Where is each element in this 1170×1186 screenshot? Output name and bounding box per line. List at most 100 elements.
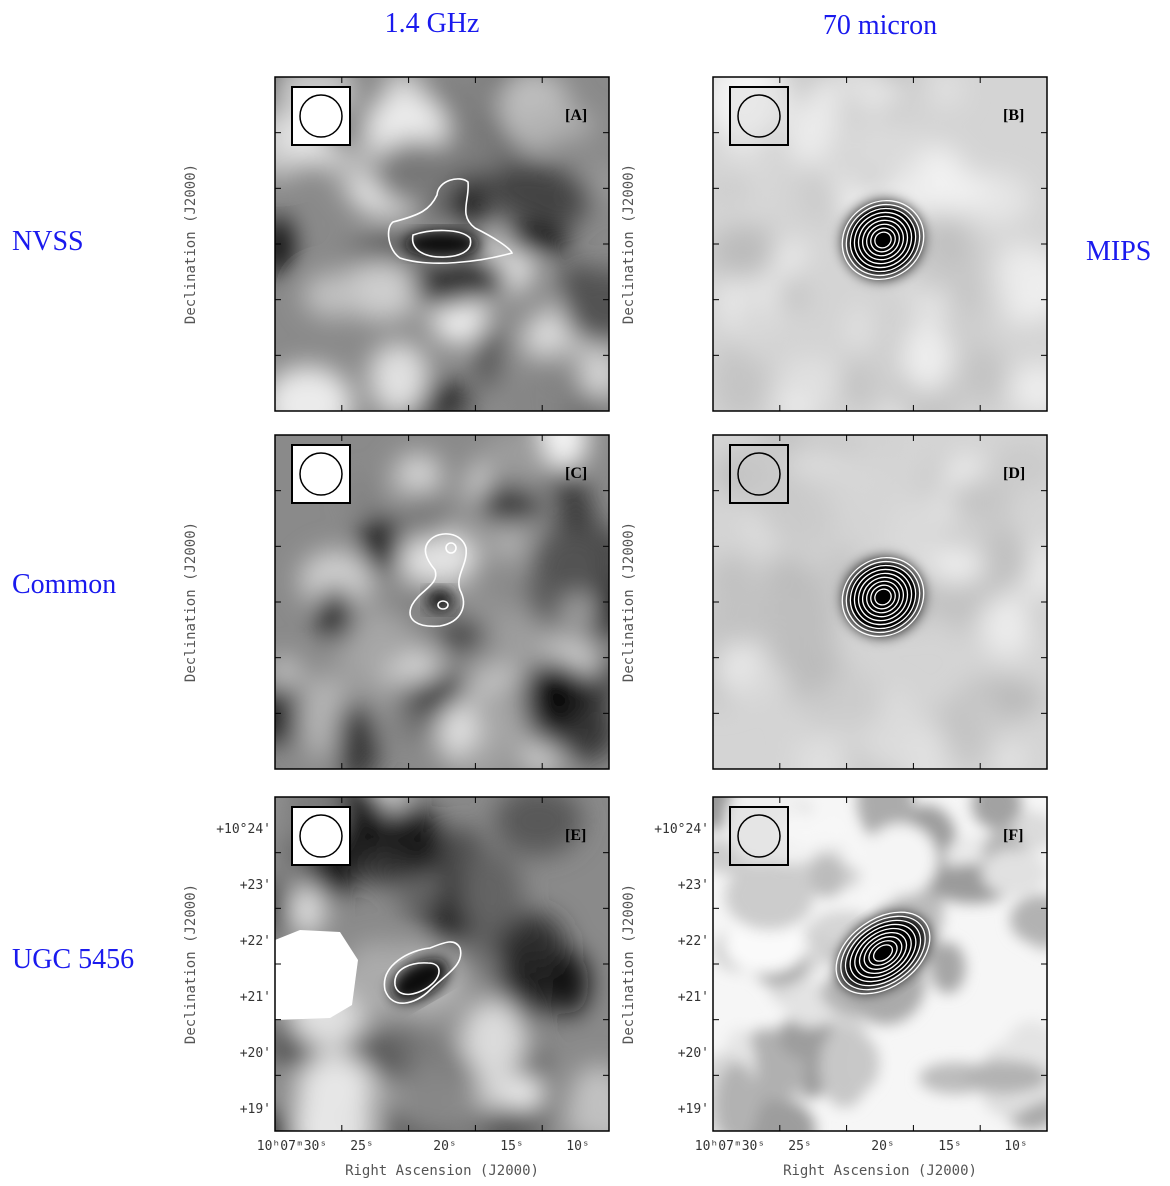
noise [713,797,1047,1131]
y-tick-label: +23' [678,878,709,893]
noise [275,77,609,411]
y-tick-label: +21' [678,990,709,1005]
y-tick-label: +23' [240,878,271,893]
y-tick-label: +20' [678,1046,709,1061]
beam-box [291,444,351,504]
blob [903,722,950,769]
blob [275,215,294,277]
beam-box [291,86,351,146]
beam [299,814,343,858]
blob [521,658,589,731]
row-label: UGC 5456 [12,944,134,975]
blob [394,527,480,586]
panel-label: [A] [565,107,587,124]
contour [845,203,921,277]
contour [853,211,913,269]
blob [863,331,900,411]
contour [849,564,917,630]
x-tick-label: 10ʰ07ᵐ30ˢ [695,1139,765,1154]
blob [546,950,589,1016]
blob [713,165,759,215]
source [390,957,450,1003]
beam [299,452,343,496]
blob [347,477,383,514]
contour [445,542,457,554]
contour [874,588,892,606]
blob [929,219,970,270]
contour [394,962,440,996]
blob [1003,719,1041,757]
blob [713,222,777,281]
y-tick-label: +19' [240,1102,271,1117]
blob [562,268,609,346]
blob [741,664,791,697]
blob [840,117,920,178]
row-label: NVSS [12,226,84,257]
y-axis-label: Declination (J2000) [183,164,199,324]
y-axis-label: Declination (J2000) [183,884,199,1044]
noise [275,435,609,769]
image-panel [713,797,1047,1131]
column-title: 1.4 GHz [385,8,480,39]
beam-box [729,86,789,146]
y-tick-label: +20' [240,1046,271,1061]
y-tick-label: +22' [240,934,271,949]
contour [870,227,896,253]
blob [846,1037,880,1090]
source-core [848,922,918,984]
blob [295,1053,375,1123]
blob [981,594,1035,659]
blob [289,884,326,934]
blob [487,162,569,219]
image-panel [275,435,609,769]
blob [460,999,527,1080]
blob [930,77,963,107]
x-tick-label: 25ˢ [788,1139,811,1154]
column-title: 70 micron [823,10,937,41]
blob [964,346,1007,406]
blob [513,109,596,141]
blob [807,77,843,150]
blob [971,797,1022,830]
row-label: MIPS [1086,236,1151,267]
x-tick-label: 15ˢ [938,1139,961,1154]
blob [990,442,1047,490]
x-tick-label: 20ˢ [433,1139,456,1154]
blob [724,797,804,865]
blob [713,456,758,492]
contour [858,931,908,975]
blob [398,491,451,542]
contour [841,199,925,281]
blob [473,325,506,390]
blob [456,740,509,769]
blob [275,655,303,690]
blob [459,850,524,936]
blob [964,1060,1047,1094]
blob [903,324,952,393]
panel-label: [E] [565,827,586,844]
beam [737,814,781,858]
blob [450,934,498,969]
x-tick-label: 10ˢ [566,1139,589,1154]
beam-box [729,444,789,504]
contour [868,940,898,966]
noise [713,435,1047,769]
contour [866,580,900,614]
beam [737,452,781,496]
x-axis-label: Right Ascension (J2000) [783,1163,977,1179]
blob [1010,895,1047,945]
blob [297,676,349,758]
contour [861,219,905,261]
contour [383,941,462,1004]
x-tick-label: 15ˢ [500,1139,523,1154]
blob [715,1063,758,1131]
beam-box [291,806,351,866]
y-tick-label: +22' [678,934,709,949]
contour [849,207,917,273]
blob [503,224,571,255]
contour [411,229,472,258]
blob [885,496,938,575]
blob [563,1093,609,1131]
source [404,230,480,258]
blob [317,586,354,643]
